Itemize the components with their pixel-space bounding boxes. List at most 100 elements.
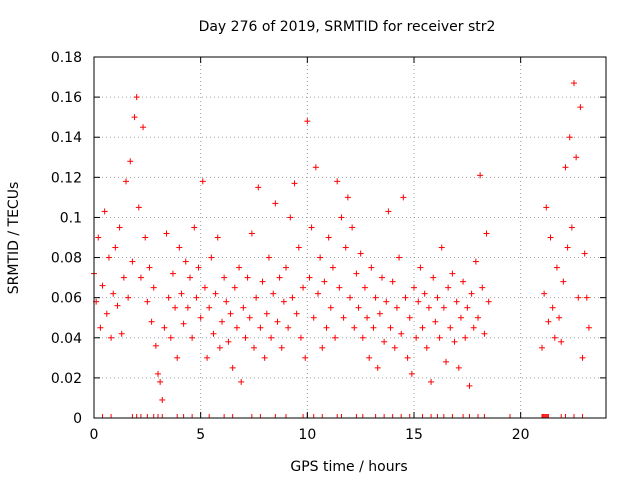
data-point [108,334,115,341]
x-tick-label: 20 [512,427,530,443]
data-point [413,334,420,341]
data-point [434,294,441,301]
data-point [300,284,307,291]
data-point [353,270,360,277]
data-point [575,294,582,301]
data-point [447,324,454,331]
data-point [137,274,144,281]
data-point [547,234,554,241]
axes: 0 5 10 15 20 0 0.02 0.04 0.06 0.08 0.1 0.12 0.14 0.16… [51,50,606,443]
data-point [131,114,138,121]
data-point [308,224,315,231]
data-point [381,338,388,345]
data-point [376,310,383,317]
data-point [566,134,573,141]
data-point [174,354,181,361]
data-point [120,274,127,281]
data-point [400,194,407,201]
y-tick-label: 0.12 [51,170,82,186]
data-point [95,234,102,241]
data-point [568,224,575,231]
data-point [291,180,298,187]
data-point [408,370,415,377]
plot-frame [93,56,607,419]
data-point [579,354,586,361]
data-point [242,334,249,341]
y-tick-label: 0.08 [51,251,82,267]
data-point [201,284,208,291]
data-point [372,294,379,301]
data-point [396,254,403,261]
data-point [347,294,353,301]
data-point [541,290,548,297]
y-tick-label: 0.14 [51,130,82,146]
data-point [432,318,439,325]
x-tick-label: 10 [298,427,316,443]
data-point [223,298,230,305]
data-point [212,290,219,297]
data-point [163,230,170,237]
data-point [257,324,264,331]
data-point [219,318,225,325]
data-point [229,364,236,371]
data-point [483,230,490,237]
data-point [338,214,345,221]
data-point [116,224,123,231]
data-point [253,294,260,301]
data-point [549,304,556,311]
data-point [99,282,106,289]
data-point [545,318,552,325]
data-point [214,234,221,241]
data-point [206,304,213,311]
data-point [479,284,486,291]
data-point [421,290,428,297]
data-point [315,290,321,297]
data-point [306,274,313,281]
data-point [110,290,117,297]
data-point [297,334,304,341]
data-point [436,334,443,341]
data-point [304,118,311,125]
data-point [440,304,447,311]
data-point [368,264,375,271]
data-point [244,274,251,281]
data-point [295,244,302,251]
data-point [118,330,125,337]
data-point [144,298,151,305]
data-point [272,200,279,207]
data-point [312,164,319,171]
data-point [280,298,287,305]
data-point [475,314,481,321]
chart-title: Day 276 of 2019, SRMTID for receiver str… [199,19,496,35]
data-point [287,214,294,221]
data-point [125,294,132,301]
data-point [556,314,563,321]
data-point [195,264,202,271]
data-point [276,274,283,281]
data-point [221,274,228,281]
data-point [105,254,112,261]
data-point [423,344,430,351]
data-point [466,382,473,389]
data-point [560,278,567,285]
data-point [283,264,289,271]
data-point [323,324,330,331]
data-point [573,154,580,161]
data-point [142,234,149,241]
data-point [364,314,371,321]
data-point [178,290,185,297]
data-point [340,314,347,321]
data-point [583,294,590,301]
data-point [379,274,385,281]
data-point [585,324,592,331]
data-point [317,254,324,261]
data-point [329,264,336,271]
data-point [161,324,168,331]
y-tick-label: 0.1 [60,210,82,226]
data-point [231,284,238,291]
data-point [443,358,449,365]
data-point [246,314,253,321]
data-point [274,318,281,325]
data-point [270,290,277,297]
data-point [285,324,292,331]
